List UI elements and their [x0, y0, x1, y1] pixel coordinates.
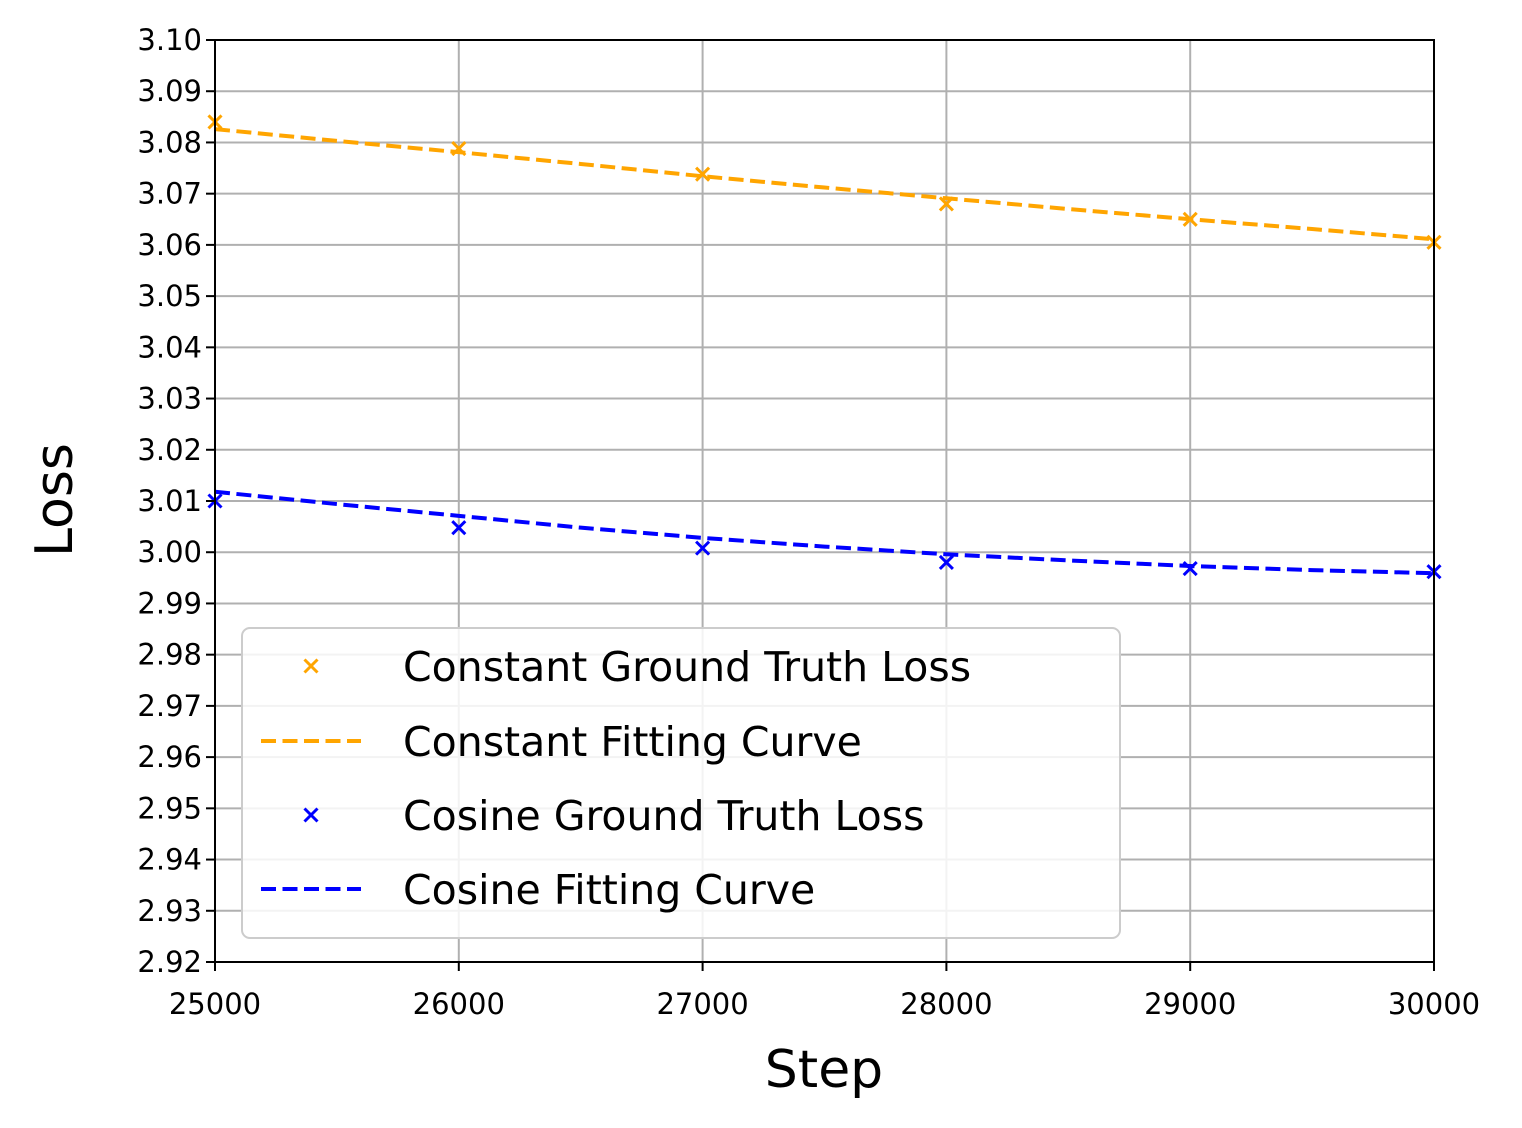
y-tick-label: 3.01	[137, 484, 202, 518]
cosine-ground-truth-loss-legend-marker	[303, 807, 319, 823]
y-tick-label: 2.97	[137, 689, 202, 723]
y-tick-label: 2.95	[137, 791, 202, 825]
y-axis-title: Loss	[25, 443, 85, 557]
y-tick-label: 3.09	[137, 74, 202, 108]
axis-ticks: 2.92 2.93 2.94 2.95 2.96 2.97 2.98 2.99 3.00 3.01…	[137, 23, 1480, 1021]
x-tick-label: 27000	[656, 987, 748, 1021]
constant-fitting-curve-line	[214, 127, 1435, 242]
y-tick-label: 3.05	[137, 279, 202, 313]
x-tick-label: 30000	[1388, 987, 1480, 1021]
y-tick-label: 2.94	[137, 843, 202, 877]
legend-label: Cosine Ground Truth Loss	[403, 792, 924, 840]
legend: Constant Ground Truth Loss Constant Fitti…	[241, 627, 1121, 939]
legend-label: Constant Ground Truth Loss	[403, 643, 971, 691]
x-tick-label: 28000	[900, 987, 992, 1021]
plot-series	[207, 114, 1442, 580]
y-tick-label: 3.06	[137, 228, 202, 262]
y-tick-label: 2.99	[137, 586, 202, 620]
cosine-ground-truth-loss-point	[695, 540, 711, 556]
x-tick-label: 26000	[413, 987, 505, 1021]
x-tick-label: 25000	[169, 987, 261, 1021]
y-tick-label: 3.10	[137, 23, 202, 57]
y-tick-label: 3.08	[137, 125, 202, 159]
x-tick-label: 29000	[1144, 987, 1236, 1021]
y-tick-label: 3.07	[137, 177, 202, 211]
y-tick-label: 2.93	[137, 894, 202, 928]
constant-ground-truth-loss-point	[1182, 211, 1198, 227]
legend-label: Constant Fitting Curve	[403, 718, 862, 766]
cosine-ground-truth-loss-point	[1182, 561, 1198, 577]
constant-ground-truth-loss-point	[695, 166, 711, 182]
cosine-ground-truth-loss-point	[451, 520, 467, 536]
legend-box	[241, 627, 1121, 939]
y-tick-label: 3.02	[137, 433, 202, 467]
y-tick-label: 3.03	[137, 382, 202, 416]
y-tick-label: 3.00	[137, 535, 202, 569]
cosine-fitting-curve-line	[214, 489, 1435, 576]
constant-ground-truth-loss-point	[938, 196, 954, 212]
constant-ground-truth-loss-legend-marker	[303, 658, 319, 674]
y-tick-label: 2.98	[137, 638, 202, 672]
x-axis-title: Step	[765, 1040, 883, 1100]
cosine-ground-truth-loss-point	[938, 554, 954, 571]
legend-label: Cosine Fitting Curve	[403, 866, 815, 914]
y-tick-label: 3.04	[137, 330, 202, 364]
y-tick-label: 2.92	[137, 945, 202, 979]
constant-ground-truth-loss-point	[451, 141, 467, 157]
y-tick-label: 2.96	[137, 740, 202, 774]
